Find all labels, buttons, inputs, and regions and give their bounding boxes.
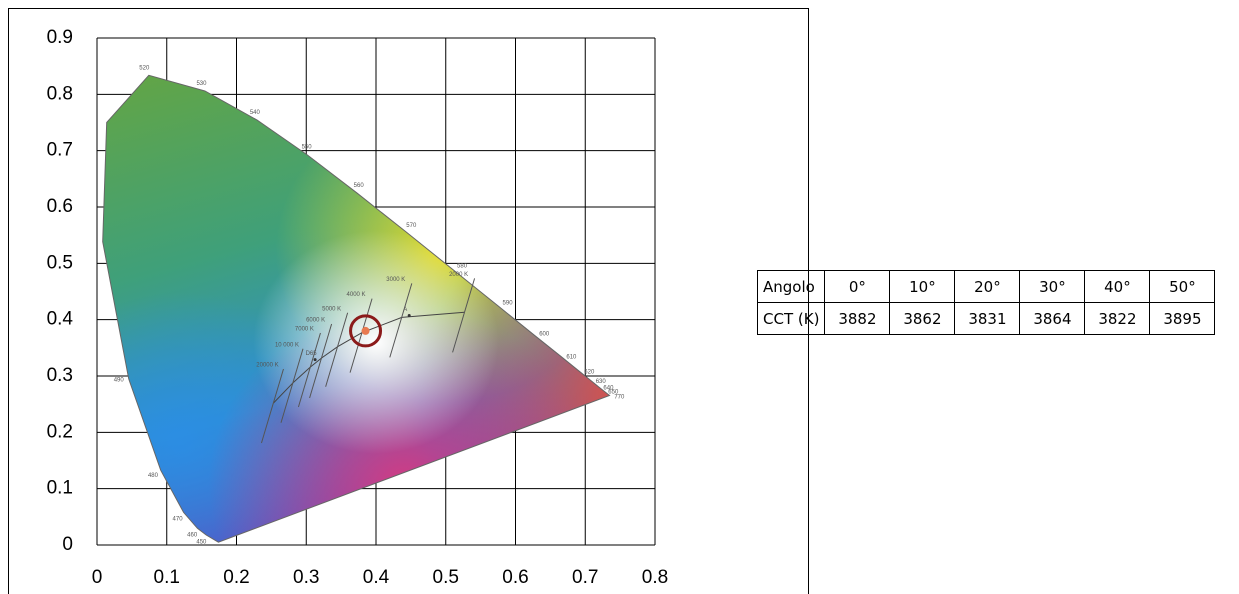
spectral-locus [102, 74, 611, 543]
cct-label: 6000 K [306, 318, 325, 324]
measured-point [361, 326, 370, 335]
isotemperature-line [349, 298, 373, 373]
table-cell: 3822 [1084, 302, 1151, 335]
reference-point [407, 313, 411, 317]
table-row: CCT (K) 3882 3862 3831 3864 3822 3895 [756, 302, 1216, 335]
x-tick-label: 0.3 [293, 567, 319, 588]
x-tick-label: 0.8 [642, 567, 668, 588]
table-cell: 50° [1149, 270, 1216, 303]
x-tick-label: 0.7 [572, 567, 598, 588]
table-cell: 10° [889, 270, 956, 303]
wavelength-label: 570 [406, 223, 417, 229]
wavelength-label: 630 [596, 379, 607, 385]
isotemperature-line [325, 312, 349, 387]
wavelength-label: 580 [457, 263, 468, 269]
y-tick-label: 0.5 [47, 252, 73, 273]
y-tick-label: 0.4 [47, 309, 74, 330]
x-tick-label: 0.4 [363, 567, 390, 588]
wavelength-label: 480 [148, 473, 159, 479]
wavelength-label: 620 [584, 369, 595, 375]
wavelength-label: 530 [196, 81, 207, 87]
table-cell: CCT (K) [756, 302, 826, 335]
wavelength-label: 650 [608, 389, 619, 395]
isotemperature-line [280, 348, 304, 423]
isotemperature-line [389, 283, 413, 358]
wavelength-label: 600 [539, 332, 550, 338]
wavelength-label: 520 [139, 66, 150, 72]
table-cell: 30° [1019, 270, 1086, 303]
reference-point [313, 358, 317, 362]
x-tick-label: 0.2 [223, 567, 249, 588]
cct-label: 2000 K [449, 272, 468, 278]
cct-label: 20000 K [256, 363, 278, 369]
x-tick-label: 0.6 [502, 567, 528, 588]
cct-label: 3000 K [386, 277, 405, 283]
table-cell: 3862 [889, 302, 956, 335]
table-cell: 3864 [1019, 302, 1086, 335]
table-row: Angolo 0° 10° 20° 30° 40° 50° [756, 270, 1216, 303]
cct-label: 5000 K [322, 306, 341, 312]
isotemperature-line [297, 332, 321, 408]
table-cell: 0° [824, 270, 891, 303]
wavelength-label: 550 [302, 145, 313, 151]
table-cell: 20° [954, 270, 1021, 303]
cct-label: 4000 K [347, 292, 366, 298]
table-cell: 3882 [824, 302, 891, 335]
y-tick-label: 0.7 [47, 140, 73, 161]
reference-label: A [403, 307, 407, 313]
cct-label: 10 000 K [275, 342, 299, 348]
wavelength-label: 770 [614, 394, 625, 400]
wavelength-label: 460 [187, 533, 198, 539]
y-tick-label: 0.6 [47, 196, 73, 217]
wavelength-label: 640 [603, 385, 614, 391]
cct-label: 7000 K [295, 327, 314, 333]
y-tick-label: 0.1 [47, 478, 73, 499]
table-cell: 40° [1084, 270, 1151, 303]
wavelength-label: 590 [503, 301, 514, 307]
table-cell: 3895 [1149, 302, 1216, 335]
isotemperature-line [260, 368, 284, 444]
wavelength-label: 470 [173, 516, 184, 522]
x-tick-label: 0.1 [154, 567, 180, 588]
wavelength-label: 560 [354, 183, 365, 189]
y-tick-label: 0.8 [47, 83, 73, 104]
x-tick-label: 0 [92, 567, 103, 588]
table-cell: Angolo [756, 270, 826, 303]
wavelength-label: 450 [196, 540, 207, 546]
highlight-circle [349, 314, 383, 348]
isotemperature-line [452, 278, 476, 353]
y-tick-label: 0.3 [47, 365, 73, 386]
reference-label: D65 [306, 351, 318, 357]
y-tick-label: 0.9 [47, 27, 73, 48]
wavelength-label: 540 [250, 110, 261, 116]
table-cell: 3831 [954, 302, 1021, 335]
y-tick-label: 0.2 [47, 421, 73, 442]
y-tick-label: 0 [62, 534, 73, 555]
cct-table: Angolo 0° 10° 20° 30° 40° 50° CCT (K) 3882 3862 38… [756, 270, 1216, 335]
chart: 0 0.1 0.2 0.3 0.4 0.5 0.6 0.7 0.8 0 0.1 0.2 0.3 0.4 0.… [8, 8, 809, 594]
wavelength-label: 610 [566, 354, 577, 360]
x-tick-label: 0.5 [433, 567, 459, 588]
planckian-locus [273, 311, 465, 404]
isotemperature-line [309, 323, 333, 399]
wavelength-label: 490 [114, 377, 125, 383]
